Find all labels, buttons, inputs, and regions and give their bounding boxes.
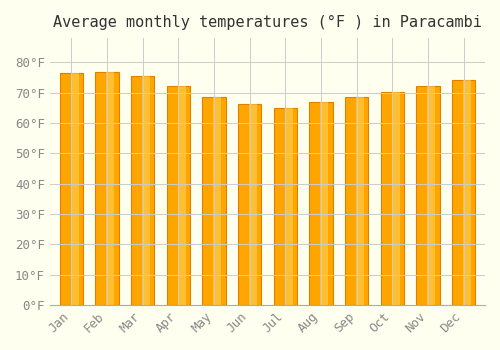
Bar: [416, 86, 440, 305]
Bar: [392, 92, 400, 305]
Bar: [178, 86, 186, 305]
Bar: [106, 72, 114, 305]
Bar: [320, 103, 328, 305]
Bar: [380, 92, 404, 305]
Bar: [214, 97, 222, 305]
Bar: [249, 104, 257, 305]
Bar: [70, 73, 79, 305]
Bar: [60, 73, 83, 305]
Bar: [238, 104, 261, 305]
Bar: [142, 76, 150, 305]
Bar: [428, 86, 436, 305]
Bar: [345, 97, 368, 305]
Bar: [284, 108, 293, 305]
Bar: [452, 80, 475, 305]
Bar: [274, 108, 297, 305]
Bar: [96, 72, 118, 305]
Bar: [463, 80, 471, 305]
Bar: [356, 97, 364, 305]
Bar: [310, 103, 332, 305]
Bar: [202, 97, 226, 305]
Bar: [131, 76, 154, 305]
Title: Average monthly temperatures (°F ) in Paracambi: Average monthly temperatures (°F ) in Pa…: [53, 15, 482, 30]
Bar: [166, 86, 190, 305]
